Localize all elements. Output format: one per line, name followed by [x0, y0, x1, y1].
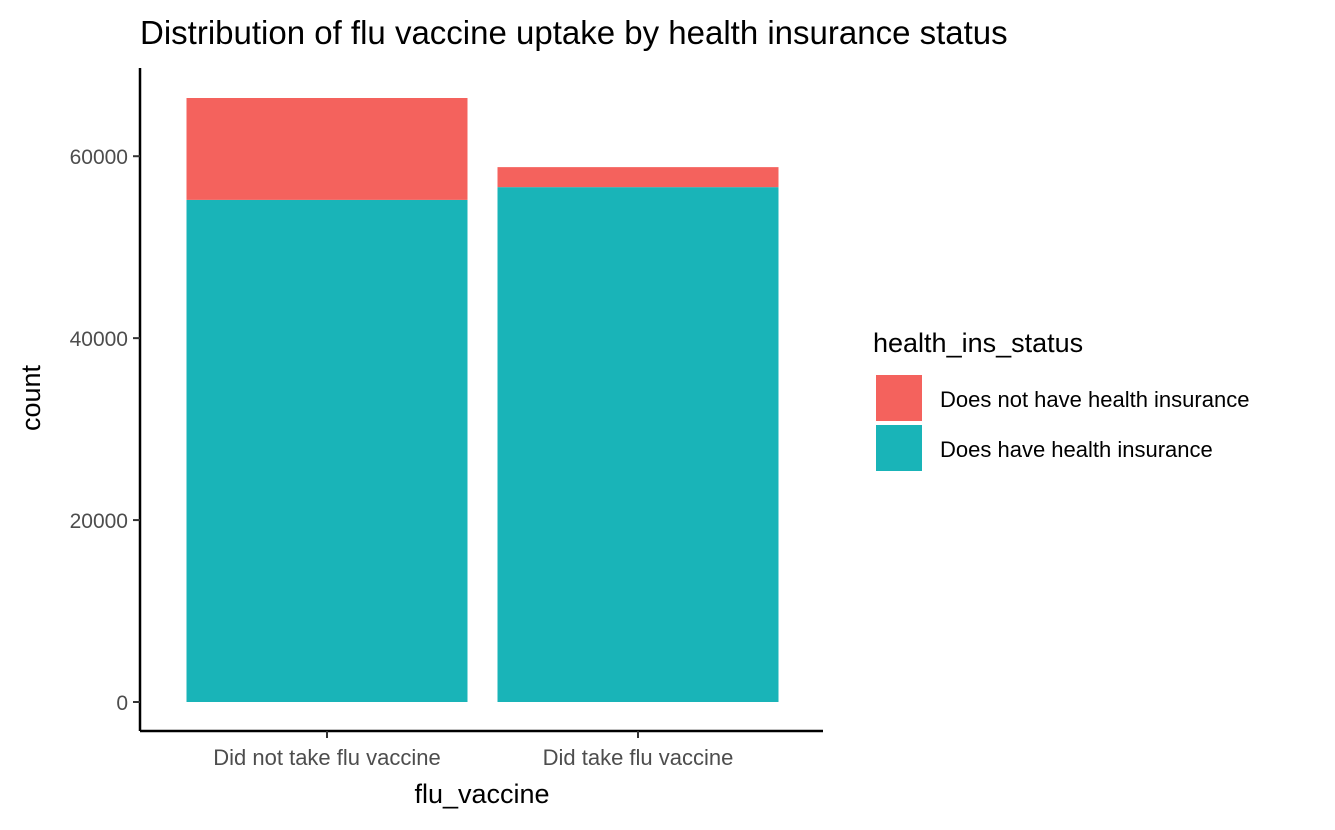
- x-tick-label: Did not take flu vaccine: [213, 745, 440, 770]
- bar-segment: [186, 199, 468, 702]
- x-tick-label: Did take flu vaccine: [543, 745, 734, 770]
- y-tick-label: 0: [116, 692, 128, 715]
- legend: health_ins_status Does not have health i…: [873, 328, 1249, 471]
- y-axis-label: count: [16, 364, 46, 431]
- y-tick-label: 40000: [70, 328, 128, 351]
- legend-label: Does have health insurance: [940, 437, 1213, 462]
- chart-title: Distribution of flu vaccine uptake by he…: [140, 14, 1008, 51]
- bar-segment: [497, 187, 779, 702]
- bar-segment: [497, 167, 779, 188]
- y-tick-label: 60000: [70, 146, 128, 169]
- legend-title: health_ins_status: [873, 328, 1083, 358]
- legend-swatch: [876, 375, 922, 421]
- y-tick-label: 20000: [70, 510, 128, 533]
- legend-label: Does not have health insurance: [940, 387, 1249, 412]
- legend-entries: Does not have health insurance Does have …: [876, 375, 1249, 471]
- legend-swatch: [876, 425, 922, 471]
- x-axis-label: flu_vaccine: [414, 779, 549, 809]
- plot-area: 0 20000 40000 60000 Did not take flu vaccine…: [70, 68, 823, 770]
- bar-segment: [186, 98, 468, 200]
